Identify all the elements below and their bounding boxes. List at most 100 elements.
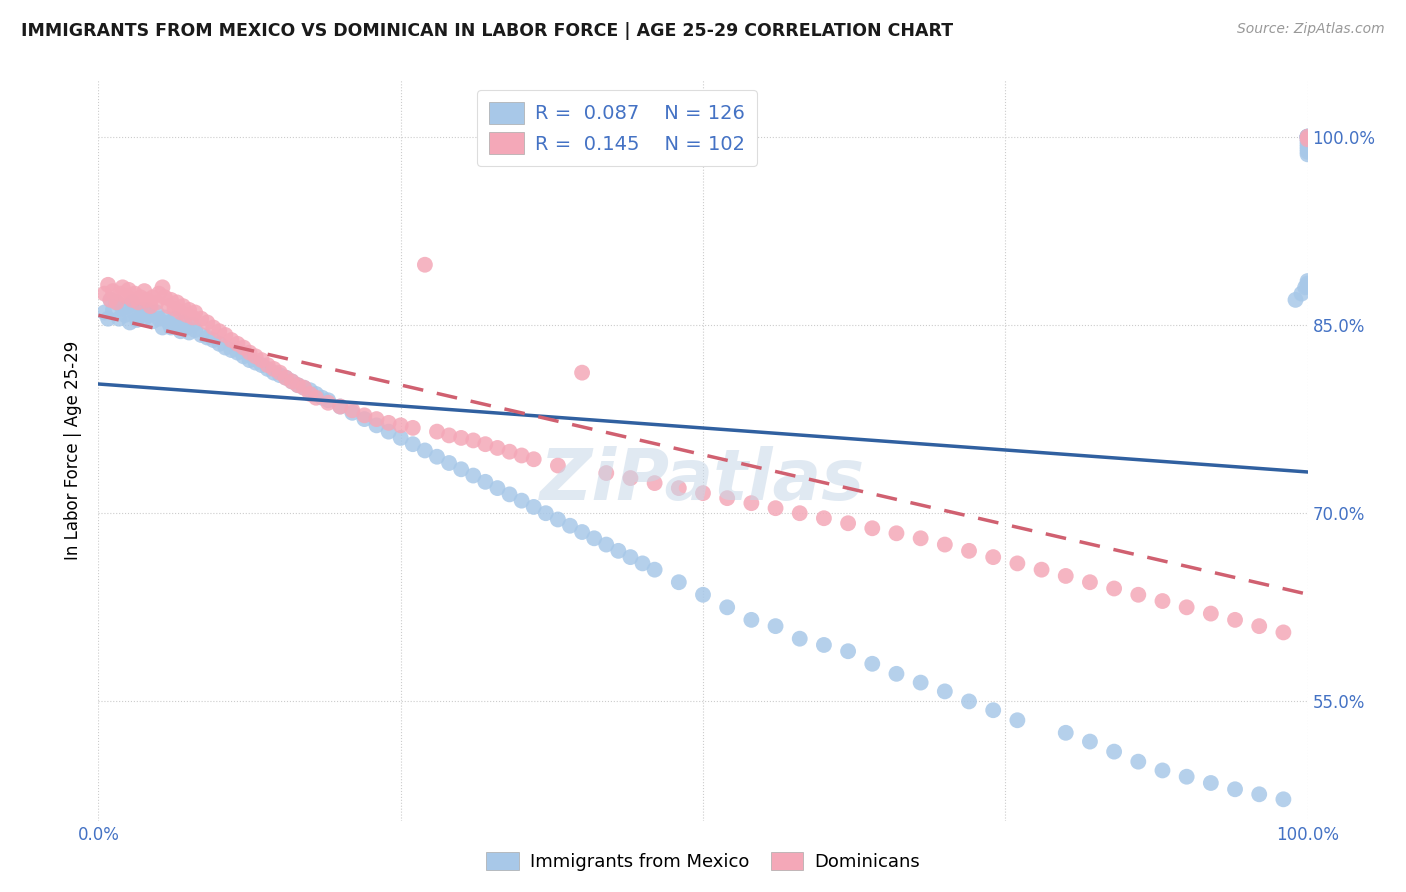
Point xyxy=(305,387,328,401)
Point xyxy=(124,305,146,319)
Point xyxy=(256,362,278,376)
Point xyxy=(668,481,690,495)
Point xyxy=(934,684,956,698)
Point xyxy=(184,323,207,337)
Point xyxy=(166,318,188,332)
Point xyxy=(1007,557,1029,571)
Point xyxy=(256,358,278,372)
Point xyxy=(305,391,328,405)
Point xyxy=(250,353,273,368)
Point xyxy=(981,703,1004,717)
Point xyxy=(1296,129,1319,144)
Point xyxy=(353,412,375,426)
Point xyxy=(1296,129,1319,144)
Point xyxy=(957,544,980,558)
Point xyxy=(1296,129,1319,144)
Point xyxy=(1199,607,1222,621)
Point xyxy=(299,387,322,401)
Point xyxy=(389,431,412,445)
Point xyxy=(1296,129,1319,144)
Point xyxy=(163,301,186,316)
Point xyxy=(117,299,139,313)
Point xyxy=(1152,764,1174,778)
Point xyxy=(860,657,883,671)
Point xyxy=(118,316,141,330)
Point xyxy=(214,328,236,343)
Point xyxy=(124,286,146,301)
Point xyxy=(1054,726,1077,740)
Point xyxy=(837,516,859,531)
Point xyxy=(105,295,128,310)
Point xyxy=(1296,132,1319,146)
Point xyxy=(402,421,425,435)
Point xyxy=(1175,770,1198,784)
Point xyxy=(523,452,546,467)
Point xyxy=(121,293,143,307)
Point xyxy=(1249,619,1271,633)
Point xyxy=(114,308,136,322)
Point xyxy=(510,493,533,508)
Point xyxy=(934,538,956,552)
Point xyxy=(474,437,496,451)
Point xyxy=(619,471,641,485)
Point xyxy=(583,531,606,545)
Point xyxy=(1296,137,1319,152)
Point xyxy=(232,341,254,355)
Point xyxy=(474,475,496,489)
Point xyxy=(668,575,690,590)
Point xyxy=(184,305,207,319)
Legend: R =  0.087    N = 126, R =  0.145    N = 102: R = 0.087 N = 126, R = 0.145 N = 102 xyxy=(477,90,756,166)
Point xyxy=(353,409,375,423)
Y-axis label: In Labor Force | Age 25-29: In Labor Force | Age 25-29 xyxy=(65,341,83,560)
Point xyxy=(202,333,225,347)
Point xyxy=(127,313,149,327)
Point xyxy=(1249,787,1271,801)
Point xyxy=(910,675,932,690)
Point xyxy=(214,341,236,355)
Point xyxy=(789,632,811,646)
Point xyxy=(108,311,131,326)
Point xyxy=(716,491,738,505)
Point xyxy=(837,644,859,658)
Point xyxy=(269,366,291,380)
Point xyxy=(571,524,593,539)
Point xyxy=(153,310,176,325)
Point xyxy=(595,538,617,552)
Point xyxy=(1054,569,1077,583)
Point xyxy=(765,619,787,633)
Point xyxy=(139,299,162,313)
Point xyxy=(181,318,204,332)
Point xyxy=(402,437,425,451)
Point xyxy=(239,353,262,368)
Point xyxy=(426,450,449,464)
Point xyxy=(342,403,364,417)
Point xyxy=(607,544,630,558)
Point xyxy=(163,311,186,326)
Point xyxy=(134,311,156,326)
Point xyxy=(93,286,115,301)
Point xyxy=(148,311,170,326)
Point xyxy=(101,302,124,317)
Point xyxy=(226,336,249,351)
Point xyxy=(101,284,124,298)
Point xyxy=(128,302,150,317)
Point xyxy=(1284,293,1306,307)
Point xyxy=(910,531,932,545)
Point xyxy=(190,328,212,343)
Point xyxy=(450,462,472,476)
Point xyxy=(135,302,157,317)
Point xyxy=(813,638,835,652)
Point xyxy=(1294,280,1316,294)
Point xyxy=(426,425,449,439)
Point xyxy=(1272,792,1295,806)
Point xyxy=(1128,588,1150,602)
Point xyxy=(450,431,472,445)
Point xyxy=(860,521,883,535)
Point xyxy=(1128,755,1150,769)
Point xyxy=(311,391,333,405)
Point xyxy=(127,295,149,310)
Point xyxy=(765,501,787,516)
Point xyxy=(413,258,436,272)
Point xyxy=(287,378,309,392)
Point xyxy=(115,289,138,303)
